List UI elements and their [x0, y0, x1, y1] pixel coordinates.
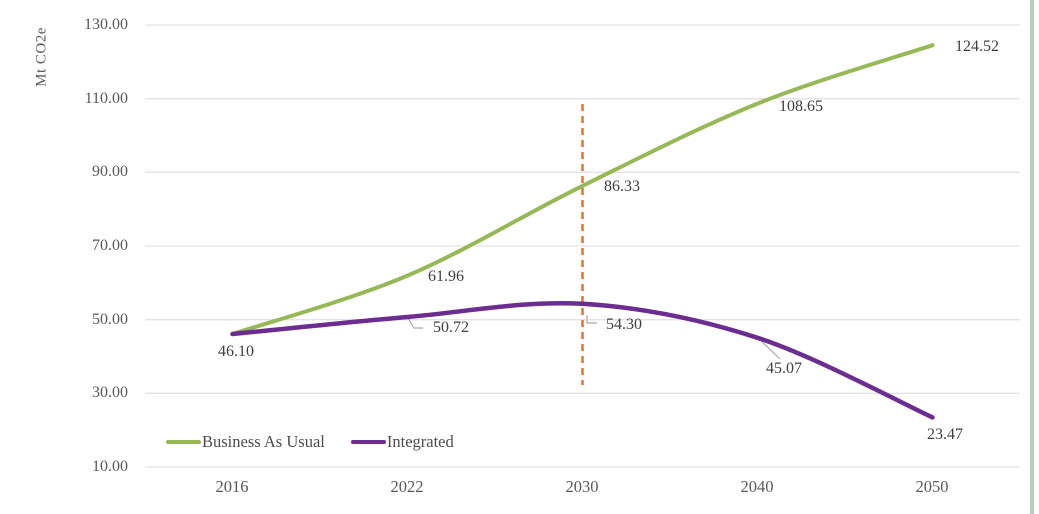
x-tick-2030: 2030 — [565, 477, 599, 496]
x-tick-2016: 2016 — [215, 477, 249, 496]
series-line-business-as-usual — [230, 43, 935, 337]
x-tick-2050: 2050 — [915, 477, 949, 496]
data-label-leader-lines — [407, 315, 781, 360]
y-tick-50: 50.00 — [92, 311, 128, 328]
series-line-integrated — [230, 300, 935, 420]
data-label-2016-46-10: 46.10 — [218, 343, 254, 360]
data-label-int-45-07: 45.07 — [766, 360, 802, 377]
y-tick-70: 70.00 — [92, 237, 128, 254]
x-tick-2040: 2040 — [740, 477, 774, 496]
y-tick-110: 110.00 — [84, 90, 128, 107]
gridlines — [145, 24, 1020, 468]
y-axis-title: Mt CO2e — [33, 27, 50, 87]
data-label-int-50-72: 50.72 — [433, 319, 469, 336]
legend-swatch-purple-line-icon — [350, 440, 386, 444]
y-tick-90: 90.00 — [92, 163, 128, 180]
data-label-bau-86-33: 86.33 — [604, 178, 640, 195]
data-label-int-23-47: 23.47 — [927, 426, 963, 443]
y-tick-130: 130.00 — [84, 16, 128, 33]
legend-swatch-green-line-icon — [166, 440, 201, 444]
data-label-bau-108-65: 108.65 — [779, 98, 823, 115]
x-tick-2022: 2022 — [390, 477, 424, 496]
data-label-bau-124-52: 124.52 — [955, 38, 999, 55]
data-label-bau-61-96: 61.96 — [428, 268, 464, 285]
legend-item-integrated: Integrated — [350, 432, 454, 452]
legend: Business As Usual Integrated — [166, 432, 454, 452]
legend-label: Integrated — [386, 432, 454, 451]
legend-label: Business As Usual — [202, 432, 325, 451]
data-label-int-54-30: 54.30 — [606, 316, 642, 333]
right-edge-stripe — [1030, 0, 1034, 514]
y-tick-30: 30.00 — [92, 384, 128, 401]
legend-item-business-as-usual: Business As Usual — [166, 432, 325, 452]
y-tick-10: 10.00 — [92, 458, 128, 475]
